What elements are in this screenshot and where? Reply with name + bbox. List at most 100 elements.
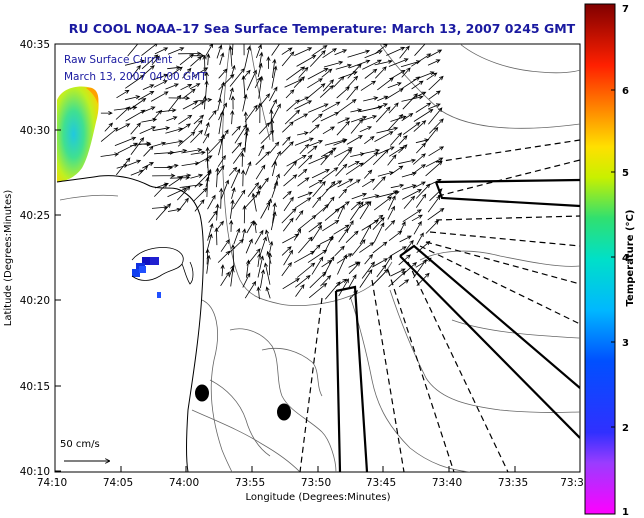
current-vector bbox=[205, 248, 210, 265]
colorbar-tick-label: 1 bbox=[622, 507, 629, 518]
bay-sst-pixel bbox=[142, 257, 151, 265]
current-vector bbox=[244, 190, 261, 209]
current-vector bbox=[231, 187, 236, 199]
current-vector bbox=[152, 173, 176, 178]
current-vector bbox=[359, 126, 373, 133]
current-vector bbox=[322, 48, 337, 59]
current-vector bbox=[345, 162, 364, 175]
current-vector bbox=[387, 190, 398, 198]
current-vector bbox=[154, 47, 169, 55]
current-vector bbox=[361, 261, 375, 279]
current-vector bbox=[402, 121, 421, 135]
current-vector bbox=[308, 155, 329, 165]
current-vector bbox=[182, 67, 192, 79]
current-vector bbox=[241, 75, 246, 99]
current-vector bbox=[255, 93, 271, 112]
current-vector bbox=[350, 118, 364, 134]
current-vector bbox=[205, 176, 210, 198]
current-vector bbox=[220, 264, 225, 277]
current-vector bbox=[387, 205, 395, 220]
current-vector bbox=[282, 217, 294, 232]
current-vector bbox=[229, 199, 235, 219]
bay-sst-pixel bbox=[139, 266, 146, 273]
current-vector bbox=[307, 249, 328, 263]
current-vector bbox=[125, 74, 145, 89]
current-vector bbox=[232, 146, 246, 164]
current-vector bbox=[265, 286, 271, 299]
current-vector bbox=[233, 227, 241, 245]
current-vector bbox=[139, 142, 152, 147]
current-vector bbox=[293, 113, 309, 122]
current-vector bbox=[283, 160, 297, 177]
current-vector bbox=[311, 225, 323, 242]
current-vector bbox=[320, 275, 332, 287]
current-vector bbox=[189, 83, 201, 90]
current-vector bbox=[375, 44, 388, 54]
current-vector bbox=[398, 158, 417, 165]
current-vector bbox=[309, 271, 327, 289]
current-vector bbox=[335, 163, 348, 177]
current-vector bbox=[308, 140, 324, 147]
current-vector bbox=[229, 67, 245, 87]
current-vector bbox=[425, 220, 440, 234]
current-vector bbox=[428, 146, 445, 157]
current-vector bbox=[359, 242, 375, 253]
current-vector bbox=[193, 187, 208, 202]
current-vector bbox=[346, 179, 361, 189]
current-vector bbox=[242, 93, 248, 112]
current-vector bbox=[411, 164, 426, 176]
current-vector bbox=[219, 81, 225, 101]
current-vector bbox=[255, 164, 266, 180]
current-vector bbox=[217, 98, 222, 111]
current-vector bbox=[247, 182, 260, 197]
current-vector bbox=[298, 154, 313, 169]
current-vector bbox=[282, 278, 301, 290]
current-vector bbox=[346, 85, 359, 101]
current-vector bbox=[114, 136, 137, 146]
current-vector bbox=[296, 262, 316, 278]
current-vector bbox=[402, 93, 418, 110]
overlay-current-label: Raw Surface Current bbox=[64, 54, 172, 66]
current-vector bbox=[202, 132, 210, 144]
current-vector bbox=[373, 196, 393, 211]
current-vector bbox=[359, 105, 383, 113]
current-vector bbox=[293, 228, 302, 241]
colorbar-label: Temperature (°C) bbox=[625, 210, 636, 307]
current-vector bbox=[362, 115, 378, 121]
current-vector bbox=[335, 63, 352, 70]
current-vector bbox=[193, 119, 203, 132]
current-vector bbox=[153, 80, 168, 88]
coastline bbox=[56, 175, 204, 472]
current-vector bbox=[260, 269, 265, 289]
x-tick-label: 73:50 bbox=[301, 477, 331, 489]
current-vector bbox=[230, 109, 235, 125]
current-vector bbox=[362, 59, 382, 70]
current-vector bbox=[127, 159, 142, 166]
current-vector bbox=[402, 189, 423, 200]
current-vector bbox=[364, 136, 375, 145]
current-vector bbox=[311, 169, 330, 179]
current-vector bbox=[416, 232, 424, 245]
current-vector bbox=[338, 278, 349, 297]
current-vector bbox=[349, 201, 364, 221]
current-vector bbox=[260, 201, 271, 219]
current-vector bbox=[372, 258, 389, 268]
current-vector bbox=[141, 44, 158, 56]
current-vector bbox=[337, 148, 353, 166]
current-vector bbox=[427, 207, 445, 221]
current-vector bbox=[350, 108, 363, 113]
current-vector bbox=[281, 51, 295, 67]
current-vector bbox=[390, 132, 403, 146]
current-vector bbox=[373, 214, 384, 224]
current-vector bbox=[257, 62, 263, 77]
current-vector bbox=[402, 184, 417, 190]
current-vector bbox=[385, 88, 404, 100]
current-vector bbox=[100, 111, 113, 116]
current-vector bbox=[283, 174, 298, 187]
hook-shoreline bbox=[181, 261, 194, 285]
plot-content: Raw Surface Current March 13, 2007 04:00… bbox=[56, 44, 580, 472]
current-vector bbox=[231, 142, 242, 154]
current-vector bbox=[388, 58, 409, 67]
current-vector bbox=[321, 180, 336, 198]
current-vector bbox=[427, 103, 441, 110]
